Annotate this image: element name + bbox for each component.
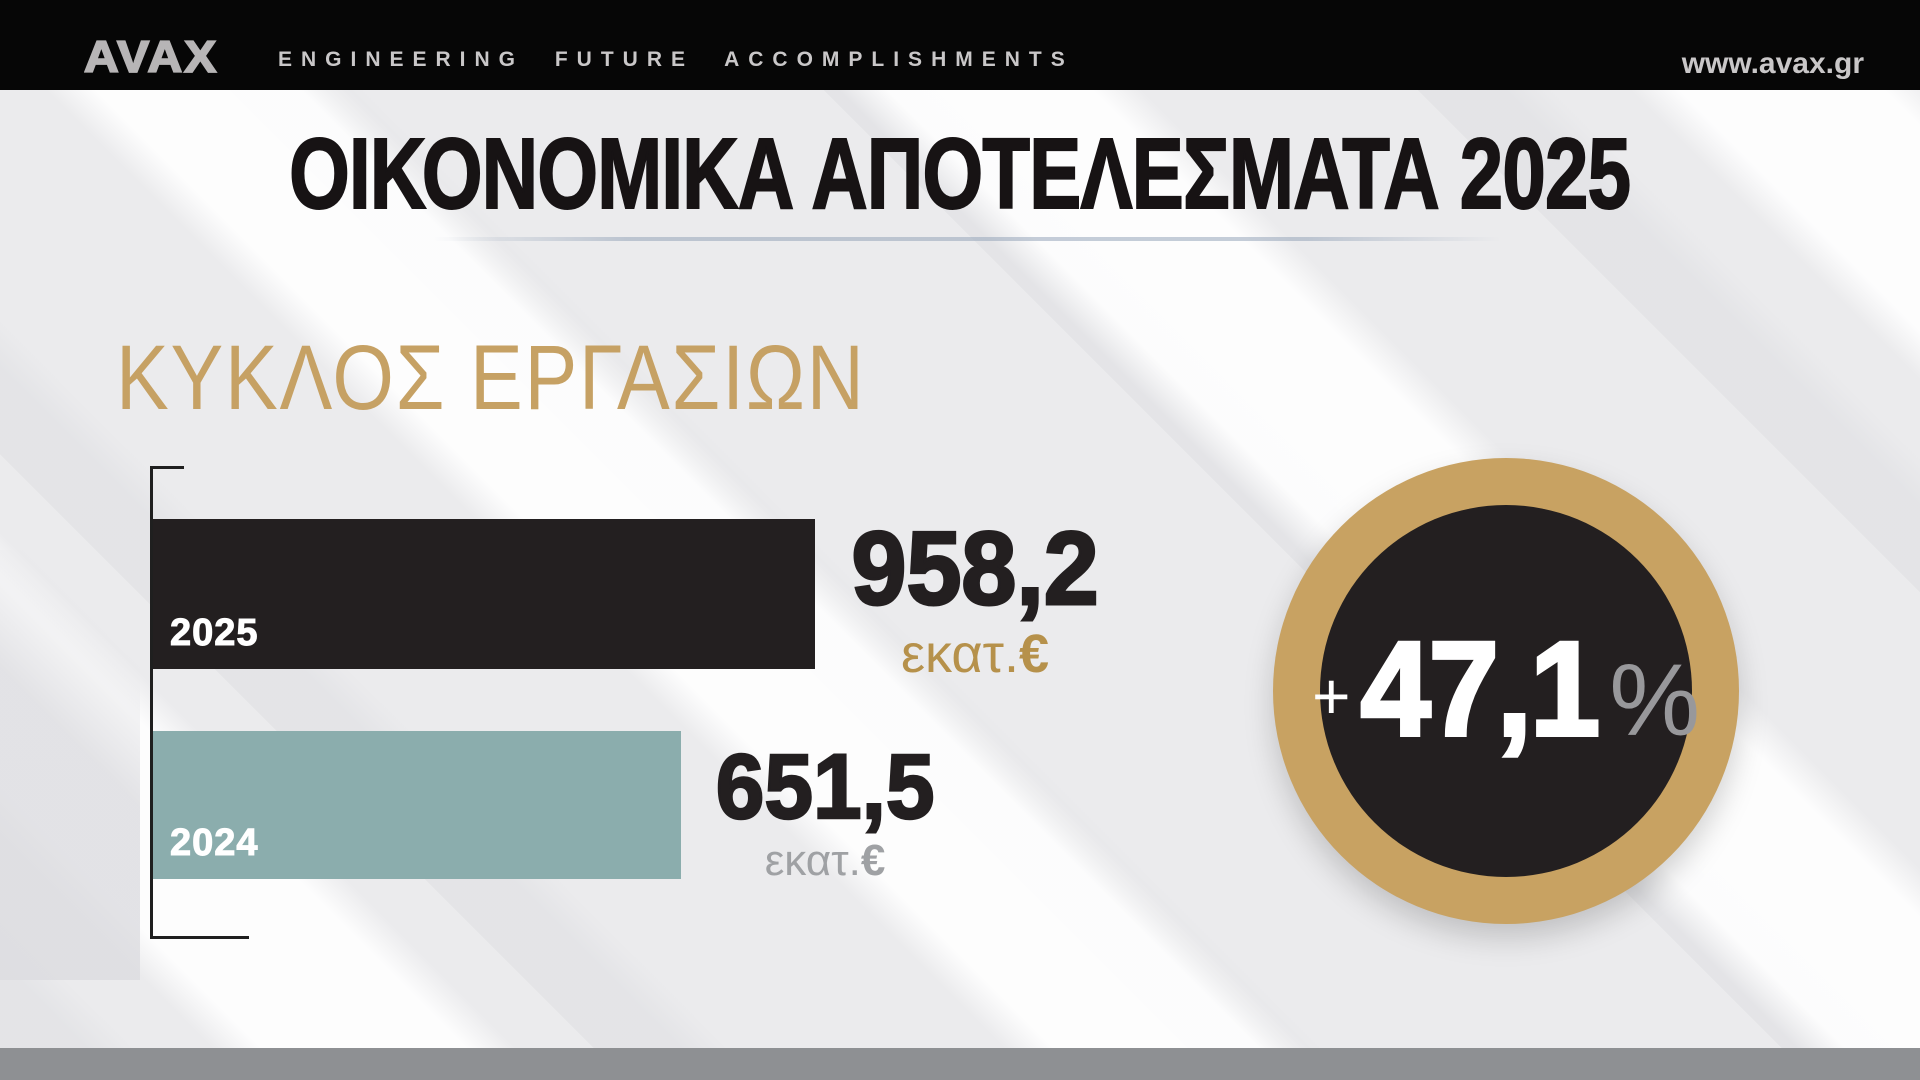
page-title-text: ΟΙΚΟΝΟΜΙΚΑ ΑΠΟΤΕΛΕΣΜΑΤΑ 2025 bbox=[289, 118, 1632, 230]
turnover-bar-chart: 2025 958,2 εκατ.€ 2024 651,5 εκατ.€ bbox=[150, 466, 1114, 939]
euro-symbol-2025: € bbox=[1018, 623, 1049, 684]
bar-value-2024: 651,5 εκατ.€ bbox=[714, 736, 935, 883]
plus-sign: + bbox=[1311, 659, 1351, 733]
website-link[interactable]: www.avax.gr bbox=[1681, 47, 1864, 80]
bar-label-2025: 2025 bbox=[170, 612, 259, 655]
background-corner-band bbox=[0, 550, 140, 980]
bottom-strip bbox=[0, 1048, 1920, 1080]
bar-value-2025: 958,2 εκατ.€ bbox=[836, 511, 1114, 681]
bar-value-unit-2025: εκατ.€ bbox=[901, 627, 1049, 681]
growth-percentage-value: 47,1 bbox=[1358, 615, 1601, 764]
chart-axis-top-tick bbox=[150, 466, 184, 469]
unit-text-2025: εκατ. bbox=[900, 623, 1019, 684]
growth-badge: +47,1% bbox=[1312, 505, 1700, 877]
header-bar: AVAX ENGINEERING FUTURE ACCOMPLISHMENTS … bbox=[0, 0, 1920, 90]
bar-label-2024: 2024 bbox=[170, 822, 259, 865]
bar-2024: 2024 bbox=[153, 731, 681, 879]
bar-2025: 2025 bbox=[153, 519, 815, 669]
page-title: ΟΙΚΟΝΟΜΙΚΑ ΑΠΟΤΕΛΕΣΜΑΤΑ 2025 bbox=[0, 118, 1920, 230]
unit-text-2024: εκατ. bbox=[764, 836, 861, 886]
chart-axis-bottom-tick bbox=[150, 936, 249, 939]
percent-sign: % bbox=[1609, 643, 1701, 757]
bar-value-unit-2024: εκατ.€ bbox=[765, 839, 886, 883]
header-tagline: ENGINEERING FUTURE ACCOMPLISHMENTS bbox=[278, 48, 1074, 71]
chart-axis-line bbox=[150, 466, 153, 939]
growth-badge-text: +47,1% bbox=[1311, 615, 1701, 764]
bar-value-number-2024: 651,5 bbox=[714, 736, 935, 838]
euro-symbol-2024: € bbox=[860, 836, 886, 886]
bar-value-number-2025: 958,2 bbox=[850, 511, 1100, 627]
avax-logo: AVAX bbox=[83, 32, 219, 83]
section-heading: ΚΥΚΛΟΣ ΕΡΓΑΣΙΩΝ bbox=[116, 327, 866, 429]
growth-badge-ring: +47,1% bbox=[1273, 458, 1739, 924]
title-underline-divider bbox=[433, 237, 1501, 241]
